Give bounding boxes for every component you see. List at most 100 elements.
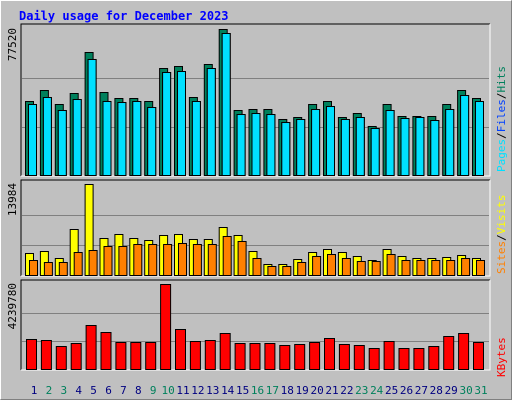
x-tick-label: 22: [340, 384, 353, 397]
x-tick-label: 2: [46, 384, 53, 397]
bar: [294, 343, 306, 370]
x-tick-label: 18: [281, 384, 294, 397]
bar: [29, 260, 38, 276]
bar: [207, 244, 217, 276]
bar: [312, 256, 322, 276]
bar: [458, 332, 470, 370]
bar: [87, 58, 97, 176]
bar: [341, 258, 351, 276]
x-tick-label: 10: [161, 384, 174, 397]
bar: [73, 252, 83, 276]
x-tick-label: 25: [385, 384, 398, 397]
x-tick-label: 19: [296, 384, 309, 397]
bar: [118, 246, 128, 276]
legend-entry: Pages: [495, 139, 508, 172]
bar: [338, 343, 350, 370]
x-tick-label: 6: [105, 384, 112, 397]
bar: [219, 332, 231, 370]
bar: [100, 331, 112, 370]
bar: [103, 246, 113, 276]
x-tick-label: 9: [150, 384, 157, 397]
bar: [413, 347, 425, 371]
bar: [327, 254, 336, 276]
x-tick-label: 23: [355, 384, 368, 397]
bar: [160, 284, 172, 370]
bar: [443, 335, 455, 371]
x-tick-label: 3: [60, 384, 67, 397]
x-tick-label: 27: [415, 384, 428, 397]
bar: [85, 324, 97, 370]
bar: [145, 341, 157, 371]
bar: [430, 120, 440, 176]
x-tick-label: 26: [400, 384, 413, 397]
bar: [222, 236, 232, 276]
x-tick-label: 30: [459, 384, 472, 397]
bar: [324, 337, 335, 370]
x-tick-label: 14: [221, 384, 235, 397]
bar: [475, 101, 484, 176]
bar: [370, 128, 380, 177]
bar: [264, 342, 276, 371]
legend: KBytes: [495, 337, 508, 377]
x-tick-label: 28: [430, 384, 443, 397]
bar: [340, 118, 350, 177]
bar: [356, 261, 366, 276]
legend-entry: Hits: [495, 66, 508, 93]
bar: [368, 347, 380, 371]
x-tick-label: 15: [236, 384, 249, 397]
bar: [311, 109, 321, 176]
x-tick-label: 11: [176, 384, 189, 397]
bar: [428, 345, 440, 370]
legend: Pages/Files/Hits: [495, 66, 508, 172]
y-tick-label: 77520: [6, 28, 19, 61]
bar: [133, 244, 143, 276]
bar: [72, 99, 82, 176]
bar: [431, 260, 441, 276]
bar: [251, 113, 261, 176]
bar: [416, 260, 426, 276]
bar: [252, 258, 262, 276]
x-tick-label: 13: [206, 384, 219, 397]
bar: [445, 109, 455, 176]
bar: [43, 262, 53, 276]
legend-entry: Visits: [495, 195, 508, 235]
bar: [460, 95, 470, 176]
bar: [189, 340, 201, 371]
chart-title: Daily usage for December 2023: [19, 9, 229, 23]
legend-separator: /: [495, 234, 508, 241]
bar: [204, 339, 216, 370]
bar: [206, 68, 216, 176]
panel-edge-dark: [20, 179, 490, 276]
bar: [281, 122, 291, 176]
bar: [162, 72, 172, 176]
bar: [446, 260, 456, 276]
bar: [147, 106, 157, 176]
y-tick-label: 13984: [6, 183, 19, 216]
legend: Sites/Visits: [495, 195, 508, 275]
bar: [221, 33, 231, 176]
bar: [249, 342, 261, 371]
bar: [130, 341, 142, 371]
bar: [267, 266, 277, 276]
bar: [266, 114, 276, 177]
x-tick-label: 16: [251, 384, 264, 397]
bar: [279, 344, 291, 370]
x-tick-label: 4: [75, 384, 82, 397]
bar: [371, 261, 381, 276]
bar: [70, 342, 82, 371]
bar: [355, 117, 365, 176]
bar: [102, 101, 112, 176]
legend-entry: Sites: [495, 241, 508, 274]
bar: [415, 117, 425, 176]
bar: [461, 258, 471, 276]
bar: [400, 118, 410, 177]
bar: [115, 341, 127, 371]
bar: [309, 341, 321, 371]
bar: [177, 71, 186, 176]
bar: [178, 243, 187, 276]
bar: [57, 110, 67, 176]
legend-separator: /: [495, 132, 508, 139]
bar: [282, 266, 292, 276]
x-tick-label: 31: [474, 384, 487, 397]
panel-edge-dark: [20, 279, 490, 370]
